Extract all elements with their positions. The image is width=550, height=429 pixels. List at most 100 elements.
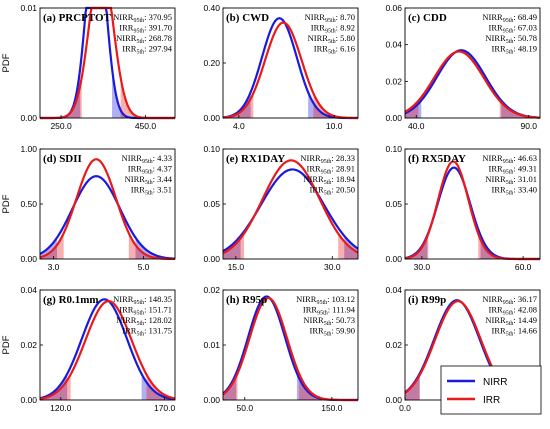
y-tick-label: 0.00 bbox=[20, 395, 37, 405]
curve-nirr bbox=[39, 175, 176, 260]
stat-subscript: 95th bbox=[503, 300, 514, 306]
y-tick-label: 0.02 bbox=[385, 340, 402, 350]
tail-low-irr bbox=[40, 77, 82, 118]
stat-prefix: IRR bbox=[122, 44, 137, 54]
stat-line: NIRR95th: 148.35 bbox=[113, 294, 172, 306]
y-tick-label: 0.00 bbox=[385, 113, 402, 123]
stat-subscript: 5th bbox=[324, 321, 332, 327]
stat-subscript: 95th bbox=[317, 311, 328, 317]
stat-prefix: NIRR bbox=[300, 153, 321, 163]
panel-1: 0.000.200.404.0 10.0(b) CWD NIRR95th: 8.70… bbox=[203, 3, 359, 131]
stat-prefix: IRR bbox=[303, 305, 318, 315]
y-tick-label: 0.40 bbox=[203, 3, 220, 13]
y-tick-label: 0.00 bbox=[203, 395, 220, 405]
stat-subscript: 5th bbox=[506, 180, 514, 186]
legend-label-nirr: NIRR bbox=[483, 377, 507, 388]
x-tick-label: 0.0 bbox=[399, 403, 411, 413]
tail-high-nirr bbox=[296, 373, 358, 400]
stat-prefix: IRR bbox=[119, 305, 134, 315]
panel-title: (g) R0.1mm bbox=[43, 294, 99, 306]
stat-value: : 50.73 bbox=[331, 315, 355, 325]
stat-subscript: 95th bbox=[325, 18, 336, 24]
stat-value: : 297.94 bbox=[144, 44, 173, 54]
x-tick-label: 3.0 bbox=[48, 262, 60, 272]
stat-line: NIRR95th: 28.33 bbox=[300, 153, 355, 165]
y-tick-label: 0.04 bbox=[385, 40, 402, 50]
stat-line: IRR95th: 67.03 bbox=[489, 23, 537, 35]
plot-frame bbox=[404, 7, 541, 119]
stat-value: : 4.33 bbox=[153, 153, 172, 163]
stat-prefix: IRR bbox=[122, 326, 137, 336]
stat-line: NIRR5th: 3.44 bbox=[125, 174, 173, 186]
stat-subscript: 5th bbox=[324, 180, 332, 186]
stat-subscript: 5th bbox=[136, 321, 144, 327]
x-tick-label: 150.0 bbox=[321, 403, 343, 413]
stat-value: : 8.70 bbox=[336, 12, 355, 22]
stat-prefix: IRR bbox=[489, 164, 504, 174]
stat-subscript: 5th bbox=[506, 39, 514, 45]
x-tick-label: 90.0 bbox=[520, 121, 537, 131]
stat-value: : 14.49 bbox=[513, 315, 537, 325]
stat-subscript: 95th bbox=[503, 18, 514, 24]
x-tick-label: 50.0 bbox=[237, 403, 254, 413]
stat-value: : 28.91 bbox=[331, 164, 355, 174]
tail-high-nirr bbox=[308, 92, 358, 118]
stat-prefix: NIRR bbox=[485, 315, 506, 325]
stat-value: : 4.37 bbox=[153, 164, 172, 174]
stat-line: NIRR95th: 68.49 bbox=[482, 12, 537, 24]
y-tick-label: 0.05 bbox=[203, 199, 220, 209]
stat-line: IRR5th: 59.90 bbox=[310, 326, 355, 338]
stat-line: IRR5th: 6.16 bbox=[314, 44, 355, 56]
stat-subscript: 95th bbox=[321, 159, 332, 165]
stat-value: : 33.40 bbox=[513, 185, 537, 195]
stat-line: IRR5th: 33.40 bbox=[492, 185, 537, 197]
panel-title: (d) SDII bbox=[43, 153, 82, 165]
stat-line: NIRR95th: 370.95 bbox=[113, 12, 172, 24]
y-tick-label: 0.06 bbox=[385, 3, 402, 13]
stat-line: IRR5th: 20.50 bbox=[310, 185, 355, 197]
stat-prefix: NIRR bbox=[125, 174, 146, 184]
stat-line: NIRR95th: 8.70 bbox=[305, 12, 355, 24]
stat-prefix: IRR bbox=[489, 305, 504, 315]
stat-value: : 36.17 bbox=[513, 294, 537, 304]
stat-value: : 28.33 bbox=[331, 153, 355, 163]
stat-prefix: IRR bbox=[489, 23, 504, 33]
tail-low-nirr bbox=[405, 235, 428, 259]
stat-subscript: 5th bbox=[145, 191, 153, 197]
curve-irr bbox=[39, 300, 176, 400]
stat-line: IRR5th: 14.66 bbox=[492, 326, 537, 338]
tail-high-irr bbox=[299, 373, 358, 400]
x-tick-label: 250.0 bbox=[50, 121, 72, 131]
stat-line: NIRR5th: 5.80 bbox=[308, 33, 355, 45]
stat-value: : 50.78 bbox=[513, 33, 537, 43]
stat-prefix: IRR bbox=[492, 185, 507, 195]
curve-irr bbox=[222, 21, 359, 120]
stat-subscript: 5th bbox=[136, 39, 144, 45]
stat-prefix: NIRR bbox=[308, 33, 329, 43]
y-tick-label: 1.00 bbox=[20, 144, 37, 154]
stat-prefix: IRR bbox=[128, 164, 143, 174]
stat-line: IRR5th: 3.51 bbox=[131, 185, 172, 197]
stat-line: IRR95th: 42.08 bbox=[489, 305, 537, 317]
stat-prefix: NIRR bbox=[485, 174, 506, 184]
tail-high-nirr bbox=[501, 100, 540, 118]
stat-prefix: IRR bbox=[492, 44, 507, 54]
stat-prefix: IRR bbox=[314, 44, 329, 54]
y-tick-label: 0.00 bbox=[203, 113, 220, 123]
stat-line: IRR95th: 111.94 bbox=[303, 305, 356, 317]
stat-value: : 8.92 bbox=[336, 23, 355, 33]
stat-line: IRR95th: 49.31 bbox=[489, 164, 537, 176]
stat-line: NIRR95th: 103.12 bbox=[296, 294, 355, 306]
stat-value: : 3.44 bbox=[153, 174, 173, 184]
stat-subscript: 5th bbox=[136, 332, 144, 338]
stat-prefix: IRR bbox=[131, 185, 146, 195]
legend-box bbox=[440, 365, 542, 415]
stat-prefix: NIRR bbox=[482, 12, 503, 22]
stat-subscript: 95th bbox=[503, 159, 514, 165]
stat-value: : 128.02 bbox=[144, 315, 172, 325]
stat-value: : 6.16 bbox=[336, 44, 355, 54]
